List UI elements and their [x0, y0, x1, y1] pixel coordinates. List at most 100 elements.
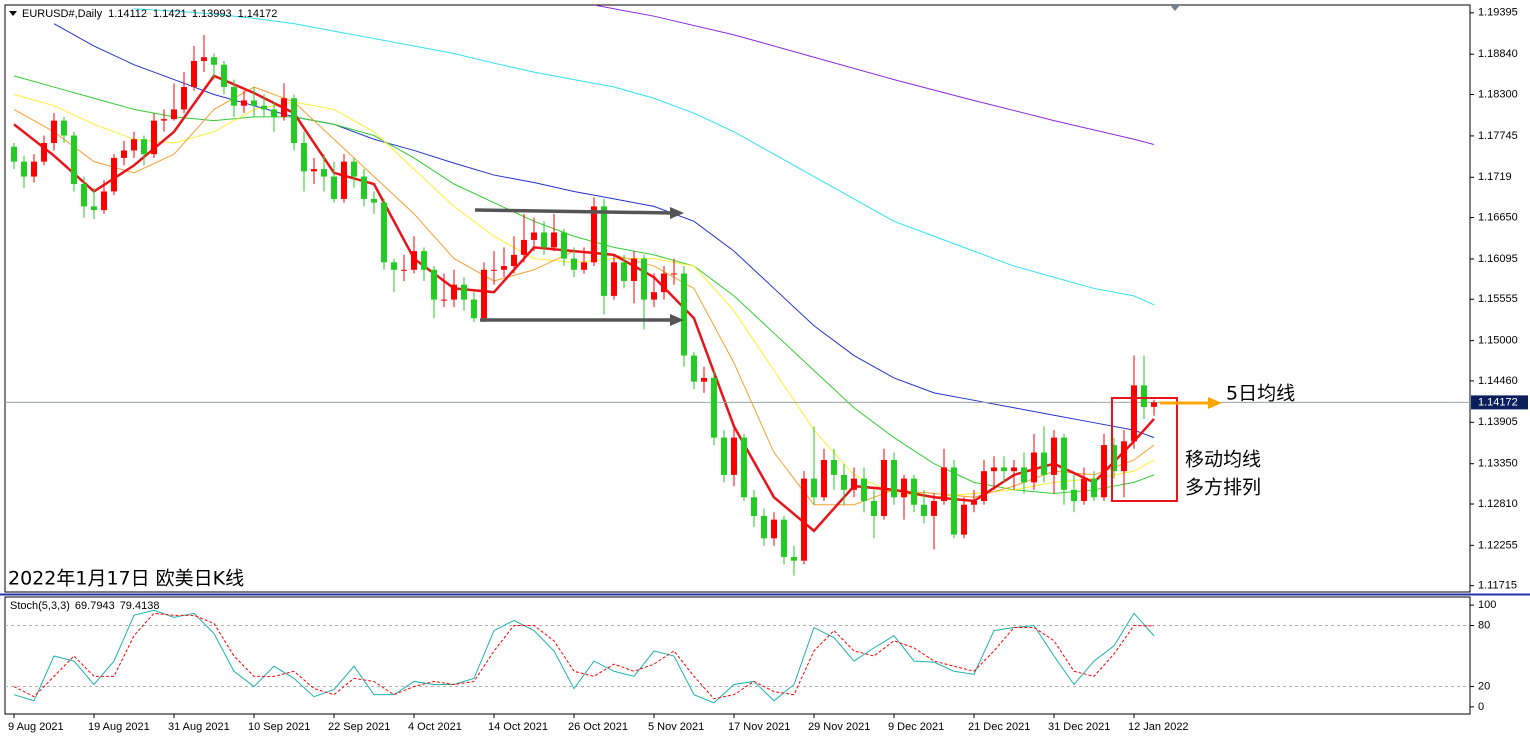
candle-body [21, 161, 27, 177]
candle-body [751, 497, 757, 516]
candle-body [871, 501, 877, 516]
candle-body [641, 258, 647, 300]
y-tick-label: 0 [1478, 701, 1484, 713]
candle-body [961, 504, 967, 535]
header-text: 1.14112 [108, 8, 147, 20]
candle-body [721, 437, 727, 475]
stoch-line [13, 609, 1155, 704]
candle-body [111, 157, 117, 192]
y-tick-label: 1.16095 [1478, 253, 1518, 265]
y-tick-label: 100 [1478, 599, 1496, 611]
header-text: 1.13993 [192, 8, 232, 20]
header-value: 69.7943 [75, 600, 115, 612]
candle-body [1031, 452, 1037, 483]
y-tick-label: 1.18840 [1478, 48, 1518, 60]
candle-body [1141, 385, 1147, 408]
candle-body [581, 262, 587, 270]
moving-average-line [593, 5, 1155, 145]
candle-body [601, 206, 607, 296]
candle-body [931, 501, 937, 516]
candle-body [1151, 402, 1157, 407]
candle-body [901, 478, 907, 498]
x-tick-label: 9 Aug 2021 [8, 721, 64, 733]
candle-body [911, 478, 917, 505]
x-tick-label: 29 Nov 2021 [808, 721, 870, 733]
header-text: Stoch(5,3,3) [10, 600, 70, 612]
header-text: 1.1421 [153, 8, 187, 20]
candle-body [991, 467, 997, 472]
header-text: EURUSD#,Daily [22, 8, 103, 20]
chart-header: EURUSD#,Daily 1.14112 1.1421 1.13993 1.14172 [22, 8, 277, 20]
candle-body [201, 57, 207, 61]
candle-body [841, 474, 847, 490]
candle-body [761, 515, 767, 539]
candle-body [851, 478, 857, 490]
x-tick-label: 9 Dec 2021 [888, 721, 944, 733]
y-tick-label: 1.1719 [1478, 171, 1512, 183]
candle-body [171, 109, 177, 120]
annotation: 5日均线 [1226, 383, 1295, 405]
candle-body [181, 87, 187, 110]
candle-body [31, 161, 37, 177]
candle-body [51, 120, 57, 143]
y-tick-label: 1.11715 [1478, 580, 1517, 592]
candle-body [541, 232, 547, 248]
x-tick-label: 31 Aug 2021 [168, 721, 230, 733]
x-tick-label: 4 Oct 2021 [408, 721, 462, 733]
candle-body [261, 105, 267, 110]
y-tick-label: 1.13905 [1478, 416, 1518, 428]
candle-body [411, 251, 417, 270]
candle-body [431, 269, 437, 300]
candle-body [1091, 478, 1097, 498]
highlight-box [1111, 397, 1178, 502]
header-text: 1.14172 [238, 8, 278, 20]
candle-body [1081, 478, 1087, 502]
candle-body [331, 176, 337, 199]
candle-body [521, 239, 527, 255]
annotation: 移动均线 [1185, 449, 1261, 471]
candle-body [811, 478, 817, 498]
price-label: 1.14172 [1478, 396, 1518, 408]
candle-body [681, 273, 687, 356]
candle-body [101, 191, 107, 211]
candle-body [231, 87, 237, 106]
candle-body [1021, 467, 1027, 483]
candle-body [741, 437, 747, 498]
candle-body [221, 64, 227, 88]
candle-body [611, 262, 617, 296]
arrow-head [670, 207, 684, 219]
candle-body [891, 459, 897, 498]
x-tick-label: 10 Sep 2021 [248, 721, 310, 733]
arrow-line [474, 208, 673, 215]
price-label-box [1471, 395, 1528, 410]
x-tick-label: 5 Nov 2021 [648, 721, 704, 733]
candle-body [1011, 467, 1017, 472]
y-tick-label: 1.19395 [1478, 7, 1518, 19]
candle-body [451, 284, 457, 300]
candle-body [561, 232, 567, 259]
annotation: 多方排列 [1185, 477, 1261, 499]
candle-body [131, 139, 137, 151]
candle-body [91, 206, 97, 211]
candle-body [251, 100, 257, 106]
candle-body [861, 478, 867, 502]
candle-body [691, 355, 697, 382]
candle-body [701, 377, 707, 382]
candle-body [1071, 489, 1077, 502]
x-tick-label: 12 Jan 2022 [1128, 721, 1189, 733]
candle-body [771, 519, 777, 539]
candle-body [321, 169, 327, 177]
candle-body [271, 109, 277, 117]
candle-body [361, 176, 367, 199]
candle-body [981, 471, 987, 502]
candle-body [441, 299, 447, 301]
y-tick-label: 1.13350 [1478, 458, 1518, 470]
x-tick-label: 31 Dec 2021 [1048, 721, 1110, 733]
x-tick-label: 19 Aug 2021 [88, 721, 150, 733]
candle-body [421, 251, 427, 270]
menu-triangle [9, 11, 17, 16]
moving-average-line [133, 8, 1155, 306]
y-tick-label: 1.14460 [1478, 375, 1518, 387]
